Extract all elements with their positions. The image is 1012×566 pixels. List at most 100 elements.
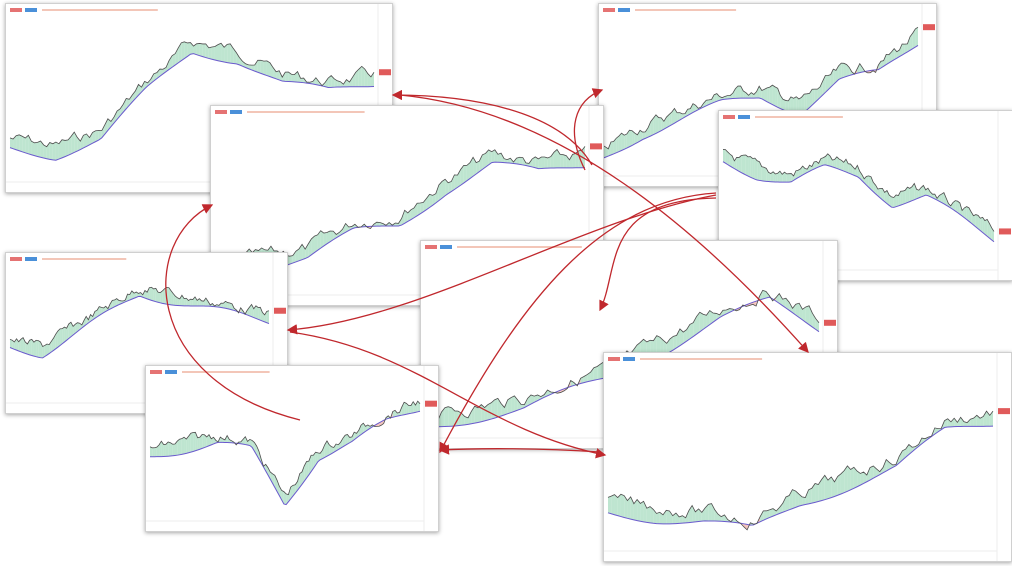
ribbon — [610, 141, 614, 155]
ribbon — [243, 436, 246, 445]
ribbon — [511, 395, 515, 413]
header-bar — [42, 9, 158, 11]
ribbon — [857, 165, 860, 179]
ribbon — [150, 446, 153, 457]
ribbon — [112, 300, 115, 308]
ribbon — [776, 507, 780, 515]
ribbon — [233, 48, 237, 64]
ribbon — [313, 452, 316, 469]
ribbon — [809, 305, 813, 328]
ribbon — [937, 195, 940, 202]
ribbon — [325, 78, 329, 88]
ribbon — [886, 459, 890, 472]
ribbon — [708, 503, 712, 521]
ribbon — [611, 494, 615, 515]
ribbon — [134, 292, 137, 299]
ribbon — [925, 188, 928, 196]
ribbon — [886, 54, 889, 65]
ribbon — [283, 491, 287, 505]
ribbon — [912, 183, 915, 201]
ribbon — [164, 287, 167, 305]
ribbon — [840, 470, 845, 495]
ribbon — [899, 450, 903, 464]
ribbon — [833, 69, 836, 85]
ribbon — [94, 310, 98, 319]
ribbon — [163, 444, 166, 457]
ribbon — [55, 331, 58, 349]
ribbon — [978, 215, 981, 231]
ribbon — [786, 173, 790, 183]
ribbon — [25, 135, 29, 154]
ribbon — [866, 467, 871, 482]
ribbon — [896, 50, 900, 59]
chart-drawing — [146, 366, 437, 531]
ribbon — [147, 79, 151, 86]
ribbon — [213, 437, 216, 444]
ribbon — [714, 509, 718, 522]
ribbon — [40, 140, 44, 159]
ribbon — [923, 185, 926, 197]
ribbon — [859, 63, 863, 73]
ribbon — [738, 155, 742, 173]
ribbon — [857, 63, 860, 74]
ribbon — [953, 200, 956, 212]
ribbon — [910, 33, 913, 51]
ribbon — [743, 155, 746, 175]
ribbon — [299, 471, 303, 488]
ribbon — [49, 142, 53, 160]
ribbon — [252, 440, 255, 452]
ribbon — [162, 288, 165, 304]
ribbon — [68, 136, 72, 156]
ribbon — [166, 287, 169, 305]
ribbon — [718, 514, 722, 522]
ribbon — [850, 467, 854, 490]
ribbon — [358, 66, 362, 87]
ribbon — [863, 472, 867, 484]
ribbon — [987, 219, 990, 239]
ribbon — [805, 489, 809, 505]
ribbon — [873, 182, 876, 194]
ribbon — [980, 416, 984, 427]
ribbon — [627, 496, 631, 520]
ribbon — [738, 85, 741, 99]
ribbon — [889, 195, 892, 208]
ribbon — [900, 191, 903, 206]
tag — [150, 370, 162, 374]
ribbon — [257, 60, 261, 74]
ribbon — [71, 132, 75, 154]
ribbon — [752, 158, 755, 180]
ribbon — [750, 156, 753, 179]
ribbon — [563, 154, 567, 168]
ribbon — [172, 444, 175, 456]
ribbon — [868, 175, 872, 190]
ribbon — [153, 288, 156, 302]
ribbon — [349, 77, 353, 87]
ribbon — [58, 139, 62, 160]
ribbon — [782, 496, 786, 513]
ribbon — [834, 156, 837, 169]
ribbon — [282, 72, 286, 82]
ribbon — [967, 419, 971, 427]
ribbon — [160, 290, 163, 304]
ribbon — [18, 339, 21, 352]
ribbon — [964, 206, 967, 220]
ribbon — [89, 132, 93, 145]
header-bar — [457, 246, 582, 248]
ribbon — [117, 108, 121, 120]
ribbon — [798, 494, 803, 507]
ribbon — [763, 510, 767, 521]
ribbon — [129, 290, 132, 301]
ribbon — [805, 305, 810, 325]
ribbon — [809, 165, 812, 172]
ribbon — [314, 234, 318, 253]
header-bar — [635, 9, 737, 11]
ribbon — [68, 322, 71, 339]
chart-panel — [603, 352, 1012, 562]
ribbon — [77, 322, 80, 332]
ribbon — [850, 164, 853, 175]
ribbon — [637, 499, 641, 522]
ribbon — [921, 438, 926, 444]
ribbon — [33, 340, 37, 357]
ribbon — [723, 149, 726, 164]
ribbon — [904, 43, 908, 54]
